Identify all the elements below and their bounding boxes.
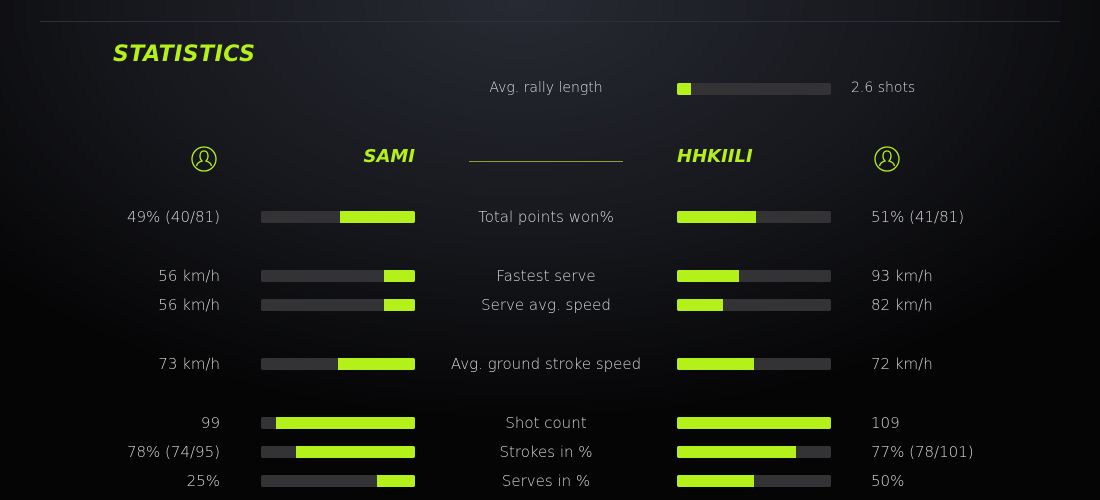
stat-label: Avg. ground stroke speed [450,355,642,373]
rally-bar-fill [677,83,691,95]
stat-row: 49% (40/81) Total points won% 51% (41/81… [0,208,1100,228]
stat-left-bar [261,299,415,311]
stat-left-bar-fill [339,211,415,223]
stat-right-bar-fill [677,358,754,370]
rally-bar [677,83,831,95]
stat-right-value: 93 km/h [871,267,933,285]
stat-left-bar [261,211,415,223]
stat-left-bar [261,475,415,487]
stat-label: Total points won% [478,208,614,226]
stat-left-value: 49% (40/81) [126,208,220,226]
stat-row: 78% (74/95) Strokes in % 77% (78/101) [0,443,1100,463]
stat-left-bar-fill [296,446,415,458]
stat-label: Serves in % [501,472,591,490]
stat-row-rally: Avg. rally length 2.6 shots [0,80,1100,100]
stat-right-bar-fill [677,417,831,429]
stat-right-value: 72 km/h [871,355,933,373]
stat-left-bar-fill [376,475,415,487]
stat-row: 56 km/h Fastest serve 93 km/h [0,267,1100,287]
stat-left-value: 78% (74/95) [126,443,220,461]
stat-right-value: 109 [871,414,900,432]
stat-right-bar [677,446,831,458]
stat-label: Avg. rally length [489,80,603,96]
stat-left-bar-fill [338,358,415,370]
stat-label: Serve avg. speed [481,296,611,314]
stat-row: 25% Serves in % 50% [0,472,1100,492]
stat-right-bar [677,358,831,370]
player-name-right: HHKIILI [677,146,753,167]
stat-left-bar [261,446,415,458]
stat-right-bar-fill [677,475,754,487]
stat-right-bar-fill [677,211,756,223]
stat-right-bar [677,211,831,223]
stat-right-bar [677,299,831,311]
stat-right-value: 77% (78/101) [871,443,974,461]
stat-left-bar [261,358,415,370]
stat-right-bar-fill [677,299,724,311]
stat-label: Shot count [505,414,587,432]
stat-right-bar [677,270,831,282]
stat-left-bar-fill [384,299,415,311]
user-icon [874,146,900,172]
stat-left-bar-fill [384,270,415,282]
stat-left-value: 25% [186,472,220,490]
stat-right-bar-fill [677,270,739,282]
divider [40,21,1060,22]
player-name-left: SAMI [363,146,415,167]
stat-label: Fastest serve [496,267,596,285]
rally-value: 2.6 shots [851,80,916,96]
stat-right-bar [677,417,831,429]
stat-left-value: 56 km/h [158,267,220,285]
stat-right-value: 50% [871,472,905,490]
stat-row: 56 km/h Serve avg. speed 82 km/h [0,296,1100,316]
user-icon [191,146,217,172]
stat-left-value: 73 km/h [158,355,220,373]
stat-right-value: 51% (41/81) [871,208,965,226]
divider [469,161,623,162]
stat-left-bar-fill [276,417,415,429]
stat-left-bar [261,417,415,429]
page-title: STATISTICS [113,42,256,67]
stat-left-bar [261,270,415,282]
stat-right-value: 82 km/h [871,296,933,314]
stat-row: 73 km/h Avg. ground stroke speed 72 km/h [0,355,1100,375]
stat-row: 99 Shot count 109 [0,414,1100,434]
stat-right-bar-fill [677,446,796,458]
stat-label: Strokes in % [499,443,593,461]
stat-left-value: 99 [200,414,220,432]
stat-left-value: 56 km/h [158,296,220,314]
stat-right-bar [677,475,831,487]
